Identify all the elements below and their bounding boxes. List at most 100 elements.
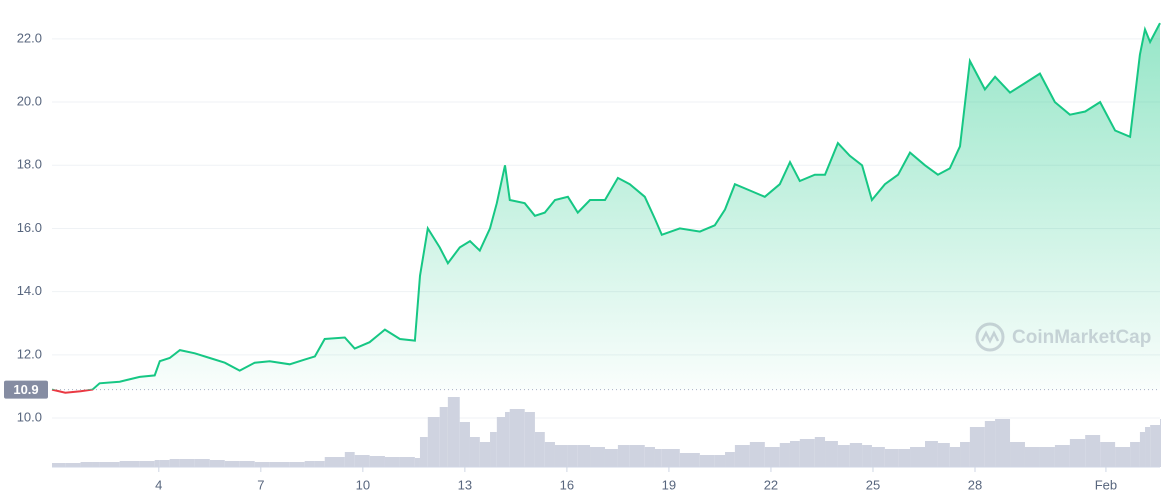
volume-bar [469,437,480,467]
volume-bar [52,463,66,467]
volume-bar [629,445,645,467]
volume-bar [734,445,750,467]
volume-bar [814,437,826,467]
volume-bar [314,461,325,467]
x-tick-label: 13 [458,477,472,492]
x-tick-label: 22 [764,477,778,492]
baseline-label-box [4,380,48,399]
volume-bar [654,449,662,467]
volume-bar [937,443,950,467]
watermark-text: CoinMarketCap [1012,327,1151,348]
volume-bar [99,462,120,467]
volume-bar [224,461,240,467]
volume-bar [984,421,996,467]
x-tick-label: 7 [257,477,264,492]
volume-bar [80,462,93,467]
watermark: CoinMarketCap [975,322,1151,352]
volume-bar [169,459,180,467]
volume-bar [119,461,140,467]
volume-bar [544,442,555,467]
volume-bar [799,439,815,467]
volume-bar [504,412,510,467]
x-tick-label: 25 [866,477,880,492]
volume-bar [1010,442,1025,467]
volume-bar [995,419,1011,467]
y-tick-label: 12.0 [17,346,42,361]
volume-bar [699,455,715,467]
volume-bar [1039,447,1055,467]
price-area [92,23,1160,390]
y-tick-label: 18.0 [17,157,42,172]
volume-bar [419,437,428,467]
volume-bar [749,442,765,467]
volume-bar [871,447,885,467]
volume-bar [459,422,470,467]
volume-bar [1130,442,1140,467]
volume-bar [159,460,170,467]
volume-bar [617,445,630,467]
y-tick-label: 10.0 [17,409,42,424]
volume-bar [324,457,345,467]
volume-bar [269,462,290,467]
volume-bar [714,455,726,467]
volume-bar [439,407,448,467]
volume-bar [154,460,160,467]
volume-bar [1139,432,1146,467]
volume-bar [65,463,81,467]
volume-bar [399,457,415,467]
volume-bar [764,447,780,467]
x-tick-label: Feb [1095,477,1117,492]
volume-bar [369,456,385,467]
volume-bar [209,460,225,467]
volume-bar [289,462,305,467]
volume-bar [354,455,370,467]
volume-bar [509,409,525,467]
volume-bar [447,397,460,467]
volume-bar [1069,439,1086,467]
volume-bar [414,458,420,467]
volume-bar [862,445,872,467]
volume-bar [344,452,355,467]
volume-bar [837,445,850,467]
volume-bar [1100,442,1116,467]
volume-bar [969,427,985,467]
volume-bar [490,432,497,467]
volume-bar [925,441,938,467]
y-tick-label: 20.0 [17,93,42,108]
x-tick-label: 28 [968,477,982,492]
volume-bar [92,462,100,467]
y-tick-label: 16.0 [17,220,42,235]
volume-bar [1145,427,1151,467]
y-tick-label: 22.0 [17,30,42,45]
volume-bar [567,445,578,467]
volume-bar [1085,435,1101,467]
volume-bar [139,461,155,467]
x-tick-label: 10 [356,477,370,492]
volume-bar [304,461,315,467]
volume-bar [1054,445,1070,467]
volume-bar [577,445,591,467]
x-tick-label: 19 [662,477,676,492]
volume-bar [179,459,195,467]
volume-bar [1150,425,1160,467]
volume-bar [884,449,899,467]
volume-bar [898,449,911,467]
volume-bar [1115,447,1131,467]
x-tick-label: 4 [155,477,162,492]
volume-bar [534,432,545,467]
volume-bar [779,443,790,467]
volume-bar [960,442,970,467]
volume-bar [679,453,700,467]
x-tick-label: 16 [560,477,574,492]
volume-bar [496,417,505,467]
volume-bar [427,417,440,467]
volume-bar [661,449,680,467]
volume-bar [825,441,838,467]
y-tick-label: 14.0 [17,283,42,298]
volume-bar [194,459,210,467]
volume-bar [384,457,400,467]
price-line [52,22,1161,390]
volume-bar [949,447,961,467]
